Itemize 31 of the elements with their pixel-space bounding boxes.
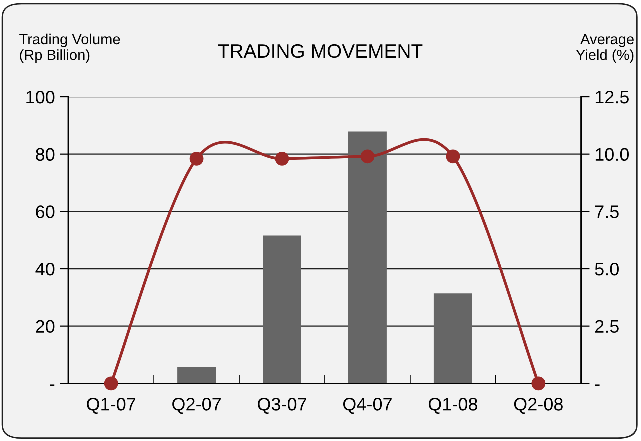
- x-tick-label: Q1-07: [87, 398, 136, 414]
- point: [190, 152, 204, 166]
- y2-tick-label: 12.5: [596, 90, 629, 104]
- point: [104, 376, 118, 391]
- x-tick-label: Q2-08: [514, 398, 563, 414]
- y2-tick-label: -: [595, 384, 600, 386]
- x-tick-label: Q2-07: [172, 398, 221, 414]
- y2-tick-label: 5.0: [595, 262, 619, 276]
- bar: [263, 236, 302, 384]
- point: [360, 150, 375, 164]
- y-tick-label: -: [50, 384, 55, 386]
- y-tick-label: 40: [36, 262, 55, 276]
- point: [532, 376, 546, 391]
- x-tick-label: Q3-07: [258, 398, 306, 414]
- point: [446, 150, 460, 164]
- y-tick-label: 100: [26, 90, 55, 104]
- y-tick-label: 80: [36, 148, 55, 162]
- y2-tick-label: 2.5: [595, 320, 619, 334]
- y-tick-label: 20: [36, 320, 55, 334]
- bar: [434, 294, 472, 384]
- x-tick-label: Q4-07: [343, 398, 392, 414]
- y-axis-title: Trading Volume (Rp Billion): [20, 34, 120, 64]
- y2-tick-label: 10.0: [596, 148, 630, 162]
- x-tick-label: Q1-08: [428, 398, 478, 414]
- bar: [348, 132, 387, 384]
- y-tick-label: 60: [36, 206, 55, 218]
- chart-title: TRADING MOVEMENT: [218, 44, 423, 58]
- y2-tick-label: 7.5: [596, 206, 619, 218]
- y2-axis-title: Average Yield (%): [576, 34, 634, 64]
- point: [275, 152, 290, 166]
- bar: [178, 367, 216, 384]
